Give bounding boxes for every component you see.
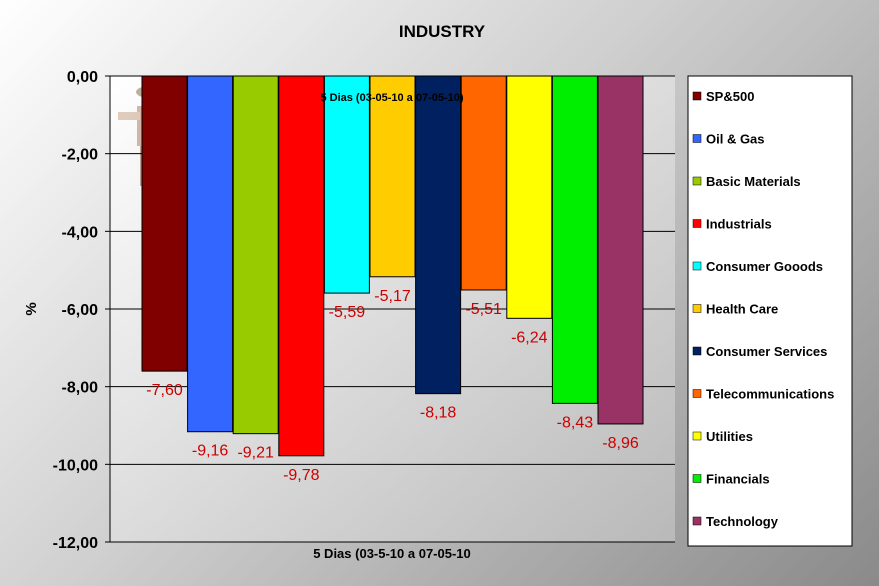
- legend-entry: Basic Materials: [706, 174, 801, 189]
- bar: [415, 75, 462, 395]
- legend-swatch: [692, 304, 702, 313]
- bar: [597, 75, 644, 425]
- bar: [323, 75, 370, 294]
- legend: SP&500 Oil & Gas Basic Materials Industrial…: [687, 75, 853, 547]
- data-label: -6,24: [511, 329, 548, 346]
- data-labels: -7,60 -9,16 -9,21 -9,78 -5,59 -5,17 -8,18 -5,51…: [146, 288, 639, 484]
- legend-entry: Utilities: [706, 429, 753, 444]
- legend-entry: Technology: [706, 514, 779, 529]
- legend-swatch: [692, 261, 702, 271]
- bar: [278, 75, 325, 457]
- legend-box: [687, 75, 853, 547]
- x-axis-label: 5 Dias (03-5-10 a 07-05-10: [313, 546, 471, 561]
- data-label: -8,96: [602, 435, 639, 452]
- legend-entry: Consumer Gooods: [706, 259, 823, 274]
- legend-entry: Consumer Services: [706, 344, 827, 359]
- bar: [369, 75, 416, 278]
- data-label: -8,43: [557, 414, 594, 431]
- y-axis-label: %: [23, 302, 40, 315]
- legend-entry: Financials: [706, 472, 770, 487]
- legend-swatch: [692, 346, 702, 356]
- y-axis: 0,00 -2,00 -4,00 -6,00 -8,00 -10,00 -12,00: [53, 69, 111, 552]
- y-tick-label: -2,00: [62, 147, 99, 164]
- y-tick-label: -12,00: [53, 535, 98, 552]
- legend-entry: Telecommunications: [706, 387, 834, 402]
- legend-entry: Health Care: [706, 302, 778, 317]
- legend-swatch: [692, 431, 702, 441]
- data-label: -5,17: [374, 288, 411, 305]
- bar: [187, 75, 234, 433]
- legend-swatch: [692, 219, 702, 228]
- legend-swatch: [692, 389, 702, 398]
- bars: [141, 75, 644, 457]
- bar: [141, 75, 188, 372]
- chart-subtitle: 5 Dias (03-05-10 a 07-05-10): [320, 92, 463, 104]
- legend-swatch: [692, 134, 702, 143]
- chart-title: INDUSTRY: [399, 22, 486, 41]
- bar: [460, 75, 507, 291]
- data-label: -7,60: [146, 382, 183, 399]
- y-tick-label: -6,00: [62, 302, 99, 319]
- legend-entry: Industrials: [706, 217, 772, 232]
- legend-entry: SP&500: [706, 89, 754, 104]
- y-tick-label: -10,00: [53, 457, 98, 474]
- data-label: -5,59: [329, 304, 366, 321]
- legend-swatch: [692, 474, 702, 483]
- data-label: -9,78: [283, 467, 320, 484]
- legend-swatch: [692, 176, 702, 186]
- y-tick-label: -4,00: [62, 224, 99, 241]
- data-label: -5,51: [465, 301, 502, 318]
- legend-swatch: [692, 91, 702, 101]
- bar: [551, 75, 598, 404]
- y-tick-label: -8,00: [62, 380, 99, 397]
- data-label: -8,18: [420, 405, 457, 422]
- bar: [232, 75, 279, 435]
- data-label: -9,16: [192, 443, 229, 460]
- data-label: -9,21: [237, 445, 274, 462]
- y-tick-label: 0,00: [67, 69, 98, 86]
- legend-swatch: [692, 516, 702, 526]
- bar: [506, 75, 553, 319]
- legend-entry: Oil & Gas: [706, 132, 765, 147]
